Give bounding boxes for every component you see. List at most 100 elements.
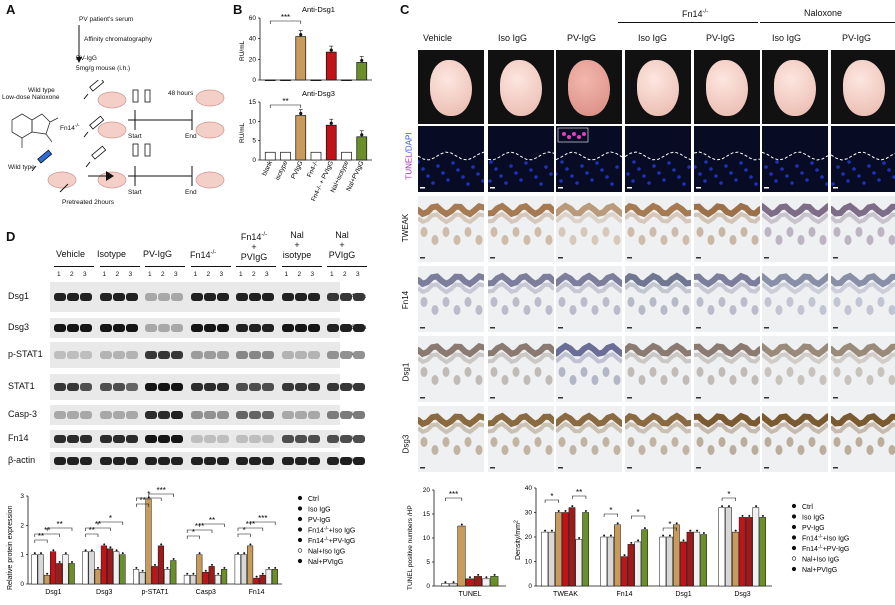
ihc-skin-section <box>694 202 760 259</box>
ihc-skin-section <box>762 343 828 399</box>
y-axis-label: Density/mm2 <box>514 520 523 560</box>
data-point <box>493 573 496 576</box>
tunel-epidermis <box>762 151 828 189</box>
data-point <box>90 549 93 552</box>
bar <box>341 151 352 161</box>
blot-band <box>307 351 320 359</box>
bar <box>620 556 628 587</box>
data-point <box>243 552 246 555</box>
y-tick-label: 15 <box>423 511 431 518</box>
legend-entry: Nal+Iso IgG <box>802 557 839 564</box>
bar <box>264 79 276 81</box>
bar <box>31 554 38 585</box>
lane-number: 3 <box>356 271 360 278</box>
data-point <box>544 529 547 532</box>
bar <box>745 517 753 587</box>
blot-band <box>249 351 261 359</box>
data-point <box>46 572 49 575</box>
legend-marker <box>297 527 303 532</box>
group-fn14-pvigg: Fn14-/- + PVIgG <box>240 232 268 262</box>
data-point <box>329 121 333 125</box>
blot-band <box>294 411 307 419</box>
bar <box>641 529 648 587</box>
blot-band <box>125 293 138 301</box>
blot-band <box>54 293 66 301</box>
blot-strip <box>50 374 365 400</box>
blot-band <box>171 411 183 419</box>
blot-band <box>262 324 274 332</box>
ihc-image <box>762 336 828 402</box>
group-label-fn14: Fn14-/- <box>682 9 709 19</box>
bar <box>247 545 254 585</box>
group-underline <box>54 266 94 267</box>
legend-marker <box>791 566 797 572</box>
chart-title: Anti-Dsg1 <box>302 5 335 14</box>
ihc-skin-section <box>694 412 760 469</box>
data-point <box>630 541 633 544</box>
bar <box>196 554 203 585</box>
blot-band <box>145 457 157 465</box>
ihc-image <box>625 266 691 332</box>
y-tick-label: 5 <box>426 559 430 566</box>
lane-number: 2 <box>161 271 165 278</box>
legend-marker <box>791 535 797 540</box>
wt2-label: Wild type <box>8 164 35 171</box>
blot-band <box>294 383 307 391</box>
pup-body <box>568 60 610 116</box>
ihc-skin-section <box>625 342 691 399</box>
blot-band <box>171 293 183 301</box>
tunel-image <box>556 126 622 192</box>
blot-band <box>236 324 248 332</box>
data-point <box>734 529 737 532</box>
ihc-skin-section <box>625 412 691 469</box>
blot-band <box>236 435 248 443</box>
legend-entry: Ctrl <box>802 504 813 511</box>
data-point <box>469 576 471 579</box>
panel-label-d: D <box>6 229 16 244</box>
blot-band <box>67 457 79 465</box>
blot-band <box>249 324 261 332</box>
data-point <box>477 573 480 576</box>
bar <box>561 512 569 587</box>
y-tick-label: 0 <box>252 157 256 164</box>
blot-band <box>158 383 170 391</box>
blot-band <box>99 293 112 301</box>
blot-band <box>262 293 274 301</box>
blot-band <box>281 351 294 359</box>
panel-c-images: Vehicle Iso IgG PV-IgG Iso IgG PV-IgG Is… <box>400 0 895 480</box>
x-tick-label: Dsg1 <box>675 591 691 598</box>
significance-marker: *** <box>157 486 166 495</box>
data-point <box>675 522 678 525</box>
bar <box>310 151 322 161</box>
ihc-skin-section <box>418 202 484 259</box>
blot-band <box>112 351 125 359</box>
data-point <box>172 558 175 561</box>
y-tick-label: 2 <box>20 522 24 529</box>
blot-band <box>80 293 92 301</box>
ihc-image <box>625 406 691 472</box>
blot-band <box>80 324 92 332</box>
data-point <box>261 572 264 575</box>
blot-band <box>294 457 307 465</box>
protein-label: Dsg1 <box>8 291 30 301</box>
blot-strip <box>50 318 365 338</box>
data-point <box>71 560 73 563</box>
x-tick-label: p-STAT1 <box>142 589 169 596</box>
data-point <box>662 534 665 537</box>
bar <box>441 583 450 587</box>
data-point <box>603 534 606 537</box>
group-nal-isotype: Nal + isotype <box>282 230 312 260</box>
group-line-nal <box>760 22 895 23</box>
blot-band <box>171 324 183 332</box>
legend-entry: Iso IgG <box>802 515 825 522</box>
bar <box>457 525 466 587</box>
bar <box>310 79 322 81</box>
row-label-dsg1: Dsg1 <box>401 362 411 382</box>
blot-band <box>171 383 183 391</box>
blot-band <box>281 435 294 443</box>
blot-band <box>125 457 138 465</box>
y-tick-label: 20 <box>525 534 533 541</box>
blot-strip <box>50 405 365 425</box>
bar <box>356 62 368 81</box>
